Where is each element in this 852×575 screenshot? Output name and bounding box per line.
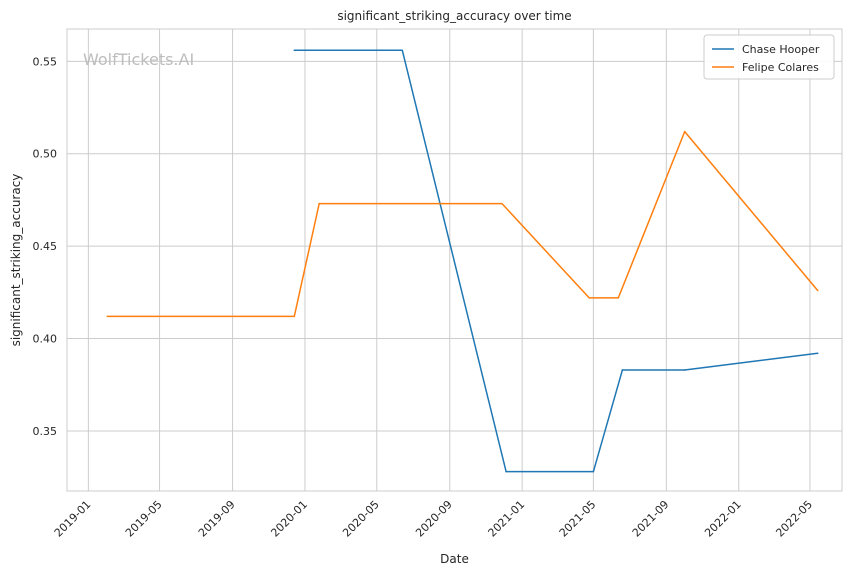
y-tick-label: 0.40 [33, 333, 58, 346]
data-point [683, 369, 686, 371]
data-point [683, 130, 686, 133]
data-point [401, 49, 404, 52]
x-tick-label: 2020-09 [413, 498, 455, 540]
x-tick-label: 2022-01 [702, 498, 744, 540]
legend-entry: Felipe Colares [742, 61, 819, 74]
x-tick-label: 2022-05 [773, 498, 815, 540]
x-tick-label: 2019-01 [52, 498, 94, 540]
data-point [592, 470, 595, 473]
data-point [816, 289, 819, 292]
y-tick-label: 0.35 [33, 425, 58, 438]
y-tick-label: 0.50 [33, 148, 58, 161]
y-tick-labels: 0.35 0.40 0.45 0.50 0.55 [33, 55, 58, 438]
y-tick-label: 0.45 [33, 240, 58, 253]
data-point [501, 202, 503, 205]
data-point [293, 49, 296, 52]
x-axis-label: Date [440, 552, 469, 566]
x-tick-label: 2019-09 [196, 498, 238, 540]
legend-box [703, 34, 835, 80]
data-point [621, 369, 624, 371]
x-tick-label: 2021-01 [486, 498, 528, 540]
data-point [318, 202, 321, 205]
y-tick-label: 0.55 [33, 55, 58, 68]
x-tick-label: 2020-01 [268, 498, 310, 540]
data-point [617, 297, 620, 299]
data-point [293, 315, 296, 318]
series-lines [106, 49, 819, 473]
legend: Chase Hooper Felipe Colares [703, 34, 835, 80]
data-point [816, 352, 819, 355]
data-point [106, 315, 109, 318]
y-axis-label: significant_striking_accuracy [9, 174, 23, 347]
data-point [505, 470, 507, 473]
plot-frame [66, 28, 843, 492]
series-line-felipe-colares [107, 130, 819, 318]
legend-entry: Chase Hooper [742, 43, 820, 56]
x-tick-label: 2019-05 [123, 498, 165, 540]
x-tick-label: 2021-05 [557, 498, 599, 540]
watermark: WolfTickets.AI [83, 50, 194, 69]
x-tick-label: 2021-09 [630, 498, 672, 540]
chart-title: significant_striking_accuracy over time [337, 9, 571, 23]
x-tick-labels: 2019-01 2019-05 2019-09 2020-01 2020-05 2020-… [52, 498, 815, 540]
x-tick-label: 2020-05 [340, 498, 382, 540]
data-point [588, 297, 591, 299]
grid [67, 29, 842, 491]
